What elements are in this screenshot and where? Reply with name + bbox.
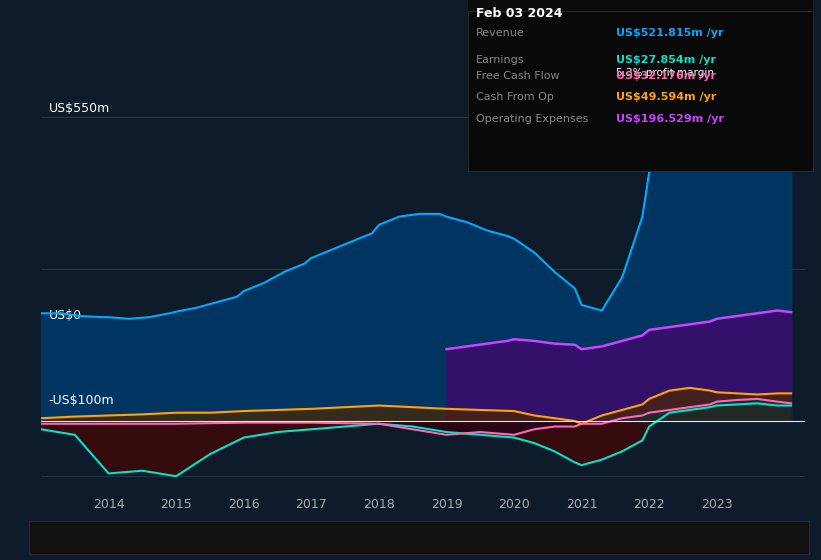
Text: Free Cash Flow: Free Cash Flow xyxy=(476,71,560,81)
Text: US$521.815m /yr: US$521.815m /yr xyxy=(616,29,723,39)
Text: Revenue: Revenue xyxy=(476,29,525,39)
Text: Operating Expenses: Operating Expenses xyxy=(476,114,589,124)
Text: Free Cash Flow: Free Cash Flow xyxy=(355,536,443,550)
Text: -US$100m: -US$100m xyxy=(48,394,114,407)
Text: US$27.854m /yr: US$27.854m /yr xyxy=(616,55,716,66)
Text: ●: ● xyxy=(632,536,644,550)
Text: US$196.529m /yr: US$196.529m /yr xyxy=(616,114,724,124)
Text: Earnings: Earnings xyxy=(207,536,259,550)
Text: US$32.176m /yr: US$32.176m /yr xyxy=(616,71,716,81)
Text: ●: ● xyxy=(189,536,201,550)
Text: US$550m: US$550m xyxy=(48,102,110,115)
Text: US$0: US$0 xyxy=(48,309,82,322)
Text: US$49.594m /yr: US$49.594m /yr xyxy=(616,92,716,102)
Text: Feb 03 2024: Feb 03 2024 xyxy=(476,7,562,20)
Text: ●: ● xyxy=(484,536,497,550)
Text: 5.3% profit margin: 5.3% profit margin xyxy=(616,68,713,78)
Text: ●: ● xyxy=(337,536,349,550)
Text: Cash From Op: Cash From Op xyxy=(502,536,585,550)
Text: Revenue: Revenue xyxy=(59,536,111,550)
Text: Earnings: Earnings xyxy=(476,55,525,66)
Text: Cash From Op: Cash From Op xyxy=(476,92,554,102)
Text: Operating Expenses: Operating Expenses xyxy=(650,536,769,550)
Text: ●: ● xyxy=(41,536,53,550)
